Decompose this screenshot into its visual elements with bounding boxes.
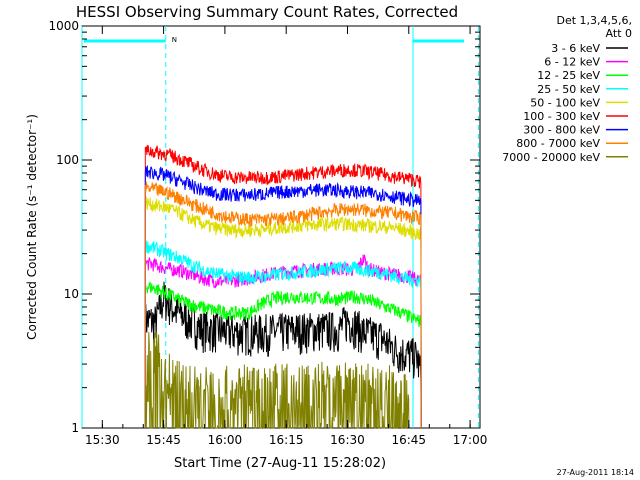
y-tick-label-2: 100 xyxy=(56,153,79,167)
x-axis: 15:30 15:45 16:00 16:15 16:30 16:45 17:00 xyxy=(85,26,487,447)
legend-label-2: 12 - 25 keV xyxy=(537,69,600,82)
series-line-2 xyxy=(144,281,422,429)
legend-label-7: 800 - 7000 keV xyxy=(516,137,600,150)
legend-header-line1: Det 1,3,4,5,6, xyxy=(556,14,632,27)
x-tick-label-1: 15:45 xyxy=(146,433,181,447)
x-tick-label-5: 16:45 xyxy=(391,433,426,447)
y-axis-label: Corrected Count Rate (s⁻¹ detector⁻¹) xyxy=(25,114,39,340)
series-line-0 xyxy=(144,281,422,429)
series-line-5 xyxy=(144,144,422,429)
series-line-8 xyxy=(144,332,410,429)
y-axis: 1 10 100 1000 xyxy=(48,19,480,435)
segment-n-label: N xyxy=(172,36,177,44)
x-tick-label-2: 16:00 xyxy=(208,433,243,447)
legend-label-3: 25 - 50 keV xyxy=(537,83,600,96)
x-tick-label-0: 15:30 xyxy=(85,433,120,447)
x-tick-label-6: 17:00 xyxy=(453,433,488,447)
chart-title: HESSI Observing Summary Count Rates, Cor… xyxy=(76,3,458,21)
series-line-6 xyxy=(144,165,422,429)
series-line-3 xyxy=(144,240,422,429)
x-tick-label-3: 16:15 xyxy=(269,433,304,447)
series-line-1 xyxy=(144,254,422,429)
series-layer xyxy=(144,144,422,429)
legend-label-1: 6 - 12 keV xyxy=(544,56,600,69)
y-tick-label-3: 1000 xyxy=(48,19,79,33)
legend-label-8: 7000 - 20000 keV xyxy=(502,151,600,164)
legend-label-5: 100 - 300 keV xyxy=(523,110,600,123)
y-tick-label-1: 10 xyxy=(64,287,79,301)
legend-label-4: 50 - 100 keV xyxy=(530,96,600,109)
footer-timestamp: 27-Aug-2011 18:14 xyxy=(557,468,634,477)
y-tick-label-0: 1 xyxy=(71,421,79,435)
legend-header-line2: Att 0 xyxy=(606,27,632,40)
legend-label-6: 300 - 800 keV xyxy=(523,124,600,137)
legend-label-0: 3 - 6 keV xyxy=(551,42,600,55)
x-axis-label: Start Time (27-Aug-11 15:28:02) xyxy=(174,456,386,471)
x-tick-label-4: 16:30 xyxy=(330,433,365,447)
series-line-7 xyxy=(144,181,422,429)
